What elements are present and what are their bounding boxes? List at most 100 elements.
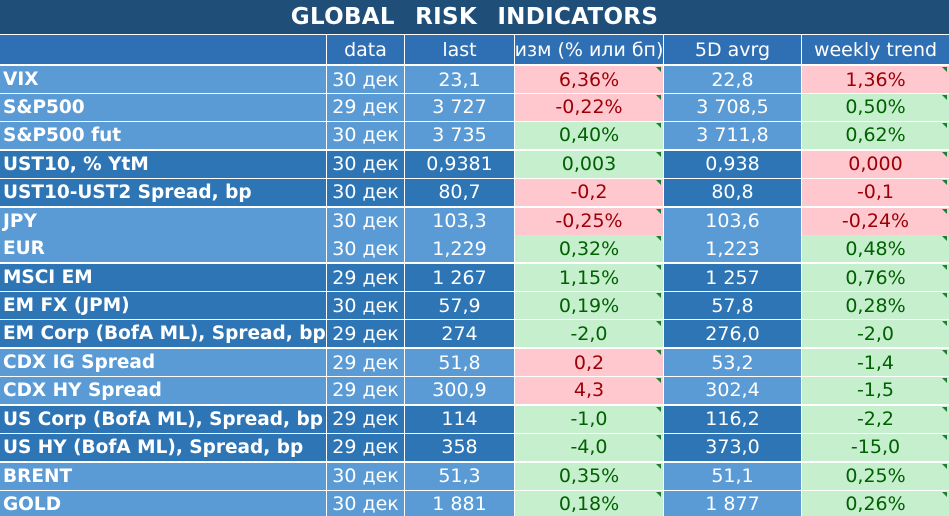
indicator-last: 23,1 [405, 66, 515, 93]
indicator-date: 29 дек [327, 376, 405, 404]
sheet-title: GLOBAL RISK INDICATORS [0, 0, 949, 34]
indicator-name: MSCI EM [0, 264, 327, 292]
indicator-date: 29 дек [327, 264, 405, 292]
indicator-name: BRENT [0, 462, 327, 490]
indicator-last: 1 267 [405, 264, 515, 292]
indicator-last: 3 727 [405, 93, 515, 121]
indicator-name: US HY (BofA ML), Spread, bp [0, 433, 327, 461]
cell-comment-marker [656, 151, 661, 157]
indicator-weekly-trend: -15,0 [802, 433, 949, 461]
header-change: изм (% или бп) [515, 35, 664, 64]
cell-comment-marker [656, 208, 661, 214]
table-row: EM Corp (BofA ML), Spread, bp 29 дек 274 -2… [0, 320, 949, 348]
indicator-5d-avg: 57,8 [664, 292, 802, 320]
indicator-weekly-trend: 0,62% [802, 121, 949, 149]
indicator-last: 114 [405, 405, 515, 433]
header-date: data [327, 35, 405, 64]
indicator-last: 51,8 [405, 349, 515, 376]
header-weekly-trend: weekly trend [813, 38, 938, 61]
header-name [0, 35, 327, 64]
indicator-5d-avg: 53,2 [664, 349, 802, 376]
indicator-5d-avg: 1,223 [664, 235, 802, 263]
cell-comment-marker [942, 491, 947, 497]
indicator-name: EM Corp (BofA ML), Spread, bp [0, 320, 327, 348]
cell-comment-marker [942, 67, 947, 72]
table-row: UST10, % YtM 30 дек 0,9381 0,003 0,938 0,000 [0, 150, 949, 178]
indicator-last: 57,9 [405, 292, 515, 320]
indicator-last: 51,3 [405, 462, 515, 490]
cell-comment-marker [942, 265, 947, 271]
indicator-name: UST10, % YtM [0, 150, 327, 178]
indicator-5d-avg: 3 708,5 [664, 93, 802, 121]
header-5d-avg: 5D avrg [664, 35, 802, 64]
table-row: EM FX (JPM) 30 дек 57,9 0,19% 57,8 0,28% [0, 292, 949, 320]
header-row: data last изм (% или бп) 5D avrg weekly … [0, 35, 949, 65]
indicator-5d-avg: 1 257 [664, 264, 802, 292]
indicator-weekly-trend: -0,1 [802, 178, 949, 206]
indicator-name: CDX HY Spread [0, 376, 327, 404]
table-row: S&P500 29 дек 3 727 -0,22% 3 708,5 0,50% [0, 93, 949, 121]
cell-comment-marker [942, 293, 947, 299]
cell-comment-marker [656, 236, 661, 242]
cell-comment-marker [656, 434, 661, 440]
indicator-last: 358 [405, 433, 515, 461]
indicator-change: 0,32% [515, 235, 664, 263]
cell-comment-marker [942, 151, 947, 157]
cell-comment-marker [656, 122, 661, 128]
table-row: US Corp (BofA ML), Spread, bp 29 дек 114 -1… [0, 405, 949, 433]
indicator-change: -0,22% [515, 93, 664, 121]
indicator-change: -2,0 [515, 320, 664, 348]
indicator-name: EM FX (JPM) [0, 292, 327, 320]
indicator-date: 30 дек [327, 150, 405, 178]
indicator-name: US Corp (BofA ML), Spread, bp [0, 405, 327, 433]
table-row: JPY 30 дек 103,3 -0,25% 103,6 -0,24% [0, 207, 949, 235]
table-row: S&P500 fut 30 дек 3 735 0,40% 3 711,8 0,62% [0, 121, 949, 149]
cell-comment-marker [942, 94, 947, 100]
indicator-5d-avg: 103,6 [664, 207, 802, 235]
indicator-last: 103,3 [405, 207, 515, 235]
indicator-name: S&P500 [0, 93, 327, 121]
indicator-5d-avg: 3 711,8 [664, 121, 802, 149]
indicator-weekly-trend: 0,50% [802, 93, 949, 121]
group-separator [0, 460, 949, 463]
indicator-name: S&P500 fut [0, 121, 327, 149]
indicator-name: VIX [0, 66, 327, 93]
cell-comment-marker [656, 94, 661, 100]
indicator-weekly-trend: 0,48% [802, 235, 949, 263]
indicator-date: 29 дек [327, 93, 405, 121]
indicator-date: 29 дек [327, 349, 405, 376]
indicator-weekly-trend: -0,24% [802, 207, 949, 235]
indicator-5d-avg: 373,0 [664, 433, 802, 461]
cell-comment-marker [656, 321, 661, 327]
cell-comment-marker [656, 406, 661, 412]
group-separator [0, 262, 949, 265]
indicator-weekly-trend: 1,36% [802, 66, 949, 93]
indicator-5d-avg: 302,4 [664, 376, 802, 404]
cell-comment-marker [942, 236, 947, 242]
indicator-date: 30 дек [327, 66, 405, 93]
cell-comment-marker [656, 265, 661, 271]
indicator-change: 6,36% [515, 66, 664, 93]
table-row: GOLD 30 дек 1 881 0,18% 1 877 0,26% [0, 490, 949, 516]
group-separator [0, 148, 949, 151]
cell-comment-marker [942, 321, 947, 327]
table-row: CDX IG Spread 29 дек 51,8 0,2 53,2 -1,4 [0, 349, 949, 376]
indicator-5d-avg: 0,938 [664, 150, 802, 178]
cell-comment-marker [656, 293, 661, 299]
indicator-change: 0,2 [515, 349, 664, 376]
table-row: BRENT 30 дек 51,3 0,35% 51,1 0,25% [0, 462, 949, 490]
cell-comment-marker [656, 491, 661, 497]
indicator-weekly-trend: -2,0 [802, 320, 949, 348]
indicator-change: 0,18% [515, 490, 664, 516]
indicator-last: 0,9381 [405, 150, 515, 178]
cell-comment-marker [942, 208, 947, 214]
indicator-last: 3 735 [405, 121, 515, 149]
indicator-last: 300,9 [405, 376, 515, 404]
indicator-change: 0,19% [515, 292, 664, 320]
indicator-name: UST10-UST2 Spread, bp [0, 178, 327, 206]
indicator-date: 30 дек [327, 462, 405, 490]
indicator-name: CDX IG Spread [0, 349, 327, 376]
indicator-5d-avg: 51,1 [664, 462, 802, 490]
indicator-weekly-trend: -1,5 [802, 376, 949, 404]
cell-comment-marker [942, 463, 947, 469]
